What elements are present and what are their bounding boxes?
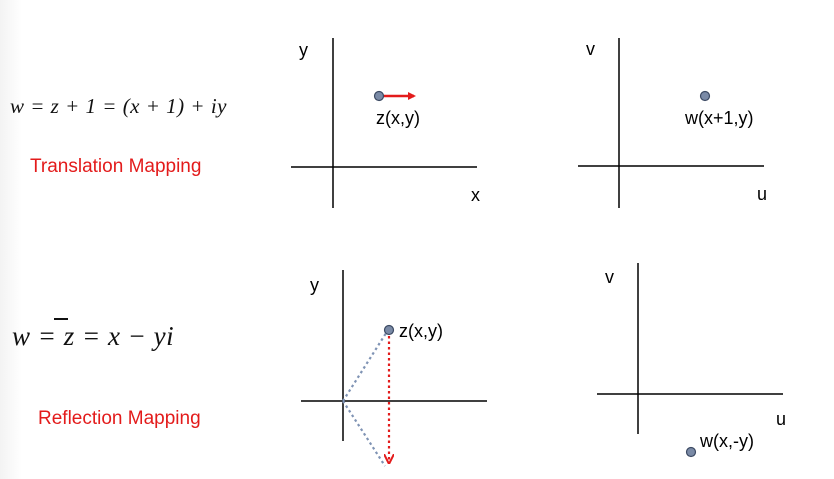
v-axis-label: v bbox=[605, 267, 614, 287]
point-w-label: w(x,-y) bbox=[699, 431, 754, 451]
reflection-z-plane: y z(x,y) bbox=[301, 270, 487, 467]
point-w-label: w(x+1,y) bbox=[684, 108, 754, 128]
reflection-w-plane: v u w(x,-y) bbox=[597, 263, 786, 458]
u-axis-label: u bbox=[757, 184, 767, 204]
reflection-formula-lhs: w = bbox=[12, 321, 64, 351]
point-z-label: z(x,y) bbox=[399, 321, 443, 341]
u-axis-label: u bbox=[776, 409, 786, 429]
reflection-formula-rhs: = x − yi bbox=[74, 321, 175, 351]
point-z bbox=[383, 324, 395, 336]
reflection-formula-conjugate: z bbox=[63, 321, 75, 351]
y-axis-label: y bbox=[310, 275, 319, 295]
point-z-label: z(x,y) bbox=[376, 108, 420, 128]
reflection-formula: w = z = x − yi bbox=[12, 321, 174, 352]
y-axis-label: y bbox=[299, 40, 308, 60]
v-axis-label: v bbox=[586, 39, 595, 59]
dotted-line-to-z bbox=[342, 329, 389, 402]
point-w bbox=[699, 90, 711, 102]
point-w bbox=[685, 446, 697, 458]
dotted-line-to-image bbox=[342, 400, 386, 467]
reflection-caption: Reflection Mapping bbox=[38, 408, 201, 429]
x-axis-label: x bbox=[471, 185, 480, 205]
point-z bbox=[373, 90, 385, 102]
translation-z-plane: y x z(x,y) bbox=[291, 38, 480, 208]
translation-caption: Translation Mapping bbox=[30, 156, 202, 177]
conjugate-bar bbox=[54, 318, 68, 320]
translation-formula: w = z + 1 = (x + 1) + iy bbox=[10, 94, 227, 118]
translation-w-plane: v u w(x+1,y) bbox=[578, 38, 767, 208]
